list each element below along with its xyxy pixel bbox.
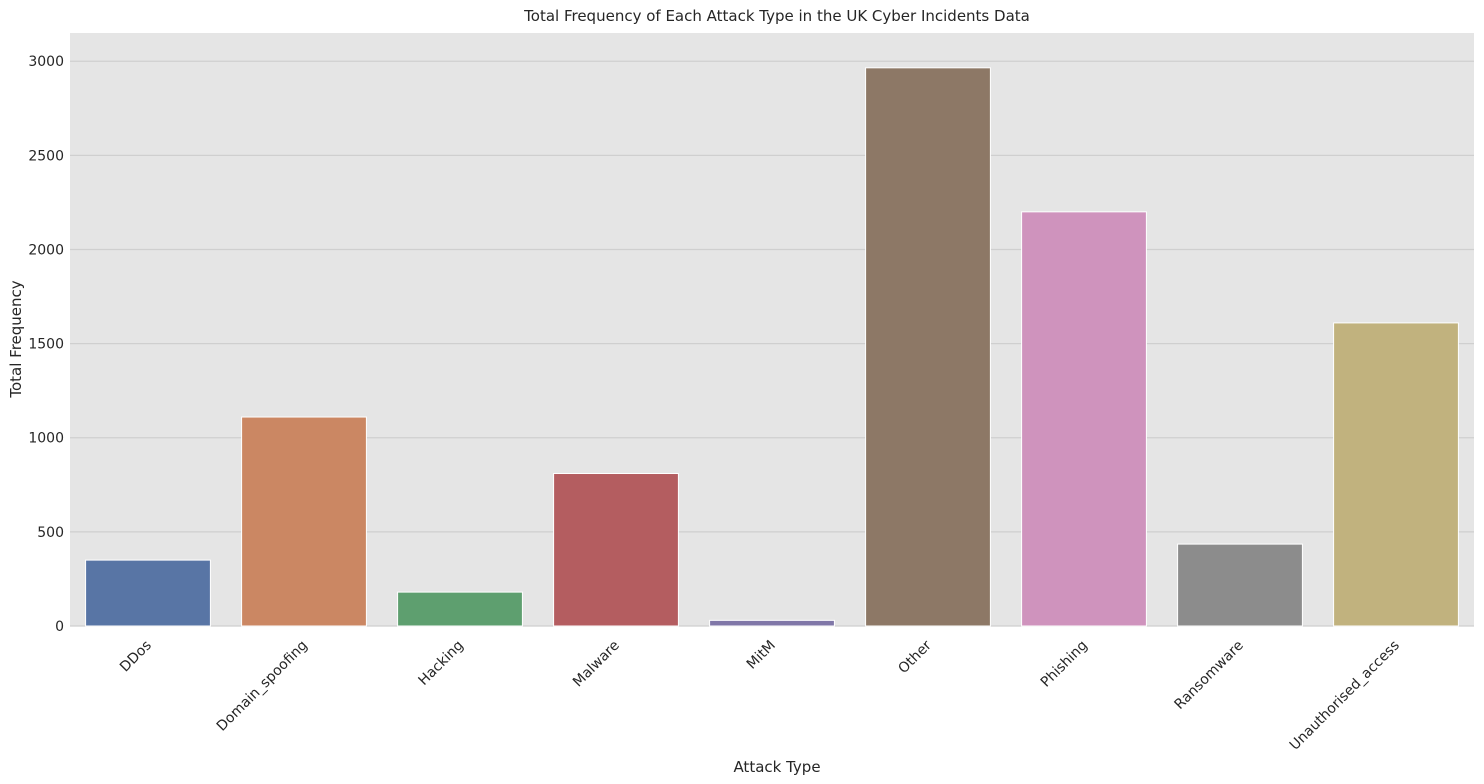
x-tick-label: Domain_spoofing xyxy=(214,638,311,735)
y-tick-label: 0 xyxy=(55,619,64,635)
y-tick-label: 500 xyxy=(37,525,64,541)
bar-ransomware xyxy=(1177,543,1303,627)
x-tick-label: DDos xyxy=(117,638,155,676)
y-axis-ticks: 0 500 1000 1500 2000 2500 3000 xyxy=(28,54,64,635)
x-tick-label: Unauthorised_access xyxy=(1287,638,1403,754)
y-axis-title: Total Frequency xyxy=(7,280,25,398)
x-tick-label: Phishing xyxy=(1038,638,1091,691)
x-tick-label: Ransomware xyxy=(1172,638,1247,713)
bar-phishing xyxy=(1021,211,1147,627)
chart-title: Total Frequency of Each Attack Type in t… xyxy=(523,7,1030,25)
bars xyxy=(85,67,1459,627)
x-tick-label: MitM xyxy=(744,638,779,673)
bar-hacking xyxy=(397,591,523,627)
y-tick-label: 2500 xyxy=(28,148,64,164)
bar-domain-spoofing xyxy=(241,416,367,627)
bar-other xyxy=(865,67,991,627)
x-tick-label: Malware xyxy=(570,638,623,691)
y-tick-label: 1000 xyxy=(28,431,64,447)
x-tick-label: Hacking xyxy=(416,638,467,689)
x-axis-ticks: DDos Domain_spoofing Hacking Malware MitM Oth… xyxy=(117,637,1403,753)
y-tick-label: 1500 xyxy=(28,337,64,353)
bar-ddos xyxy=(85,559,211,627)
bar-malware xyxy=(553,473,679,627)
bar-unauthorised-access xyxy=(1333,322,1459,627)
y-tick-label: 2000 xyxy=(28,242,64,258)
bar-mitm xyxy=(709,619,835,627)
x-tick-label: Other xyxy=(895,637,935,677)
x-axis-title: Attack Type xyxy=(733,758,820,776)
y-tick-label: 3000 xyxy=(28,54,64,70)
